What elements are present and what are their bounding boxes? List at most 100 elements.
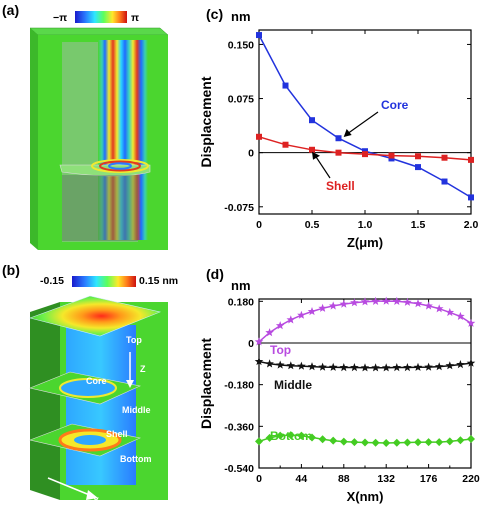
image-b-bottom-core	[74, 435, 106, 445]
data-point-top	[403, 297, 412, 306]
y-tick-label: 0.075	[228, 94, 254, 106]
data-point-top	[297, 310, 306, 319]
data-point-top	[265, 328, 274, 337]
data-point-top	[254, 337, 264, 346]
data-point-core	[415, 164, 421, 171]
x-tick-label: 220	[462, 473, 480, 485]
data-point-bottom	[371, 438, 380, 447]
data-point-bottom	[445, 437, 454, 446]
shell-arrowhead	[312, 151, 320, 160]
colorbar-b-min: -0.15	[40, 275, 64, 287]
image-b-shell-label: Shell	[106, 429, 128, 439]
y-tick-label: 0	[248, 338, 254, 350]
y-axis-label: Displacement	[198, 338, 214, 429]
data-point-bottom	[318, 435, 327, 444]
data-point-middle	[275, 360, 285, 369]
data-point-top	[360, 297, 370, 306]
x-tick-label: 132	[377, 473, 395, 485]
data-point-top	[392, 296, 402, 305]
image-a-ring-inner	[108, 162, 132, 170]
data-point-bottom	[414, 438, 422, 447]
data-point-middle	[297, 361, 306, 370]
panel-label-b: (b)	[2, 262, 20, 278]
data-point-middle	[434, 362, 444, 371]
colorbar-a-min: −π	[53, 12, 67, 24]
image-b-top-label: Top	[126, 335, 142, 345]
image-a-ring-outer	[91, 159, 149, 173]
data-point-bottom	[276, 431, 285, 440]
y-axis-label: Displacement	[198, 76, 214, 167]
colorbar-a	[75, 11, 127, 23]
image-a-side-face	[30, 28, 38, 250]
data-point-middle	[381, 363, 391, 372]
data-point-top	[371, 296, 380, 305]
data-point-bottom	[361, 438, 369, 447]
x-tick-label: 2.0	[464, 219, 479, 231]
x-tick-label: 176	[420, 473, 438, 485]
data-point-shell	[362, 151, 368, 158]
data-point-top	[307, 307, 317, 316]
data-point-middle	[307, 362, 317, 371]
data-point-middle	[265, 359, 274, 368]
data-point-middle	[286, 361, 296, 370]
y-tick-label: 0	[248, 148, 254, 160]
x-tick-label: 0	[256, 219, 262, 231]
data-point-middle	[350, 363, 359, 372]
data-point-top	[434, 304, 444, 313]
data-point-bottom	[329, 436, 338, 445]
y-tick-label: -0.075	[224, 202, 254, 214]
x-tick-label: 0	[256, 473, 262, 485]
data-point-shell	[282, 141, 289, 148]
data-point-middle	[360, 363, 370, 372]
image-a-lower-block	[62, 175, 138, 241]
data-point-shell	[388, 152, 395, 159]
series-label-top: Top	[270, 343, 291, 357]
unit-label: nm	[231, 9, 251, 24]
y-tick-label: -0.180	[224, 380, 254, 392]
x-tick-label: 44	[296, 473, 308, 485]
data-point-middle	[456, 360, 465, 369]
data-point-top	[339, 299, 349, 308]
data-point-middle	[328, 362, 338, 371]
data-point-core	[256, 32, 262, 39]
data-point-middle	[445, 361, 455, 370]
data-point-middle	[466, 358, 476, 367]
data-point-top	[466, 318, 476, 327]
image-b-z-label: Z	[140, 364, 146, 374]
series-label-bottom: Bottom	[270, 429, 312, 443]
image-b-core-label: Core	[86, 376, 107, 386]
y-tick-label: 0.150	[228, 39, 254, 51]
data-point-top	[328, 301, 338, 310]
data-point-bottom	[265, 433, 274, 442]
shell-arrow	[313, 153, 331, 179]
image-b-x-arrow	[47, 477, 93, 497]
data-point-top	[350, 298, 359, 307]
data-point-middle	[371, 363, 380, 372]
data-point-shell	[335, 149, 342, 156]
data-point-core	[335, 135, 342, 142]
colorbar-a-max: π	[131, 12, 139, 24]
data-point-shell	[256, 133, 262, 140]
data-point-middle	[339, 363, 349, 372]
data-point-bottom	[435, 438, 444, 447]
y-tick-label: -0.360	[224, 421, 254, 433]
image-b-middle-label: Middle	[122, 405, 151, 415]
colorbar-b-max: 0.15 nm	[139, 275, 178, 287]
unit-label: nm	[231, 278, 251, 293]
image-b-middle-disk	[59, 378, 117, 398]
core-arrow	[345, 111, 379, 136]
data-point-middle	[403, 363, 412, 372]
data-point-middle	[392, 363, 402, 372]
x-tick-label: 1.0	[358, 219, 373, 231]
data-point-bottom	[339, 437, 348, 446]
data-point-bottom	[467, 435, 475, 444]
series-label-core: Core	[381, 98, 409, 112]
y-tick-label: -0.540	[224, 463, 254, 475]
image-b-core-column	[66, 325, 136, 485]
data-point-bottom	[424, 438, 433, 447]
data-point-bottom	[308, 433, 316, 442]
data-point-middle	[424, 362, 433, 371]
panel-label-a: (a)	[2, 2, 20, 18]
data-point-bottom	[392, 438, 401, 447]
data-point-bottom	[297, 431, 306, 440]
